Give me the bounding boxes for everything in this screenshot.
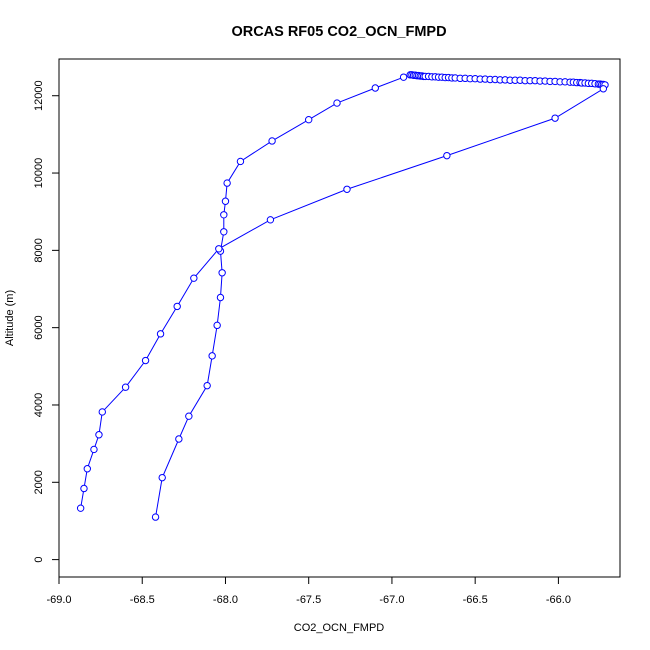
data-point: [215, 245, 223, 253]
data-point: [151, 513, 160, 521]
data-point: [83, 465, 92, 473]
y-tick-label: 10000: [33, 158, 45, 189]
x-tick-label: -69.0: [46, 594, 71, 606]
data-point: [223, 179, 231, 187]
y-axis-label: Altitude (m): [4, 290, 16, 346]
x-tick-label: -67.0: [379, 594, 404, 606]
data-point: [268, 137, 276, 145]
data-point: [216, 293, 225, 302]
series-line: [80, 74, 606, 518]
data-point: [90, 445, 98, 454]
data-point: [399, 73, 408, 81]
data-point: [173, 302, 181, 311]
y-tick-label: 8000: [33, 238, 45, 262]
x-tick-label: -66.0: [546, 594, 571, 606]
y-tick-label: 0: [33, 557, 45, 563]
x-axis: -69.0 -68.5 -68.0 -67.5 -67.0 -66.5 -66.0: [46, 576, 571, 606]
data-point: [221, 197, 230, 205]
data-point: [190, 274, 198, 282]
data-point: [599, 85, 608, 93]
data-point: [158, 473, 166, 482]
data-point: [551, 114, 559, 122]
x-tick-label: -68.5: [130, 594, 155, 606]
plot-frame: [58, 58, 621, 578]
x-axis-label: CO2_OCN_FMPD: [294, 622, 385, 634]
data-point: [343, 185, 351, 193]
data-point: [305, 115, 313, 124]
y-axis: 0 2000 4000 6000 8000 10000 12000: [33, 80, 60, 563]
data-point: [185, 412, 193, 420]
data-point: [98, 408, 106, 416]
data-point: [371, 84, 379, 92]
x-tick-label: -67.5: [296, 594, 321, 606]
data-point: [95, 431, 103, 439]
data-point: [220, 211, 228, 219]
data-point: [76, 504, 85, 512]
data-point: [121, 383, 130, 391]
data-point: [333, 99, 341, 107]
y-tick-label: 4000: [33, 393, 45, 417]
y-tick-label: 6000: [33, 315, 45, 339]
x-tick-label: -66.5: [463, 594, 488, 606]
data-point: [218, 269, 226, 277]
data-point: [208, 352, 216, 360]
data-point: [443, 151, 451, 160]
data-point: [156, 330, 165, 338]
data-point: [213, 321, 221, 330]
data-point: [236, 157, 245, 166]
data-point: [175, 435, 183, 443]
data-point: [266, 216, 275, 224]
x-tick-label: -68.0: [213, 594, 238, 606]
chart-title: ORCAS RF05 CO2_OCN_FMPD: [231, 24, 446, 40]
series-layer: [76, 71, 609, 521]
data-point: [220, 228, 228, 236]
data-point: [141, 356, 150, 365]
data-point: [203, 381, 211, 390]
y-tick-label: 2000: [33, 470, 45, 494]
y-tick-label: 12000: [33, 80, 45, 111]
data-point: [80, 484, 88, 493]
